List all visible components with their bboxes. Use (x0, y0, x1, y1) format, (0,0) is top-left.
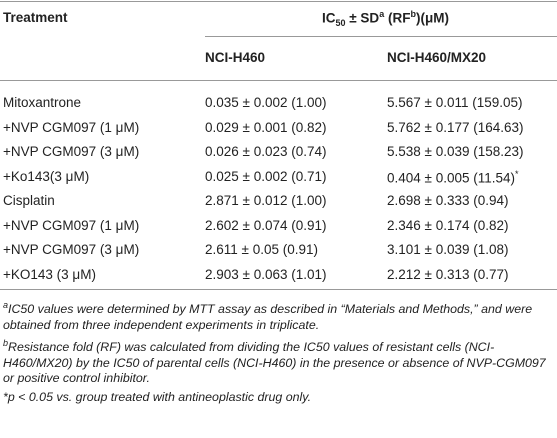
cell: 2.903 ± 0.063 (1.01) (205, 266, 327, 282)
significance-mark: * (515, 168, 519, 179)
cell: +NVP CGM097 (3 μM) (3, 144, 140, 159)
footnote-mark: b (3, 338, 9, 349)
cell: 2.212 ± 0.313 (0.77) (387, 266, 509, 282)
cell: +KO143 (3 μM) (3, 266, 96, 282)
rule (0, 289, 557, 290)
header-text: (RF (384, 10, 411, 26)
footnote-text: p < 0.05 vs. group treated with antineop… (7, 389, 312, 404)
footnote: aIC50 values were determined by MTT assa… (3, 298, 553, 333)
cell: 5.567 ± 0.011 (159.05) (387, 95, 523, 110)
cell: +Ko143(3 μM) (3, 168, 90, 184)
cell: 0.035 ± 0.002 (1.00) (205, 95, 327, 110)
header-cell: NCI-H460/MX20 (387, 50, 487, 65)
rule (0, 1, 557, 2)
header-text: b (410, 9, 416, 19)
footnote-text: Resistance fold (RF) was calculated from… (3, 340, 546, 386)
cell: 2.611 ± 0.05 (0.91) (205, 242, 318, 257)
header-text: )(μM) (415, 10, 449, 26)
header-group: IC50 ± SDa (RFb)(μM) (322, 9, 449, 28)
footnote-text: IC50 values were determined by MTT assay… (3, 302, 533, 332)
header-text: a (379, 9, 385, 19)
footnotes: aIC50 values were determined by MTT assa… (3, 298, 553, 408)
rule (0, 80, 557, 81)
cell: 0.025 ± 0.002 (0.71) (205, 168, 327, 184)
cell: 3.101 ± 0.039 (1.08) (387, 242, 509, 257)
cell: Cisplatin (3, 193, 55, 208)
header-text: IC (322, 10, 336, 26)
cell: 5.762 ± 0.177 (164.63) (387, 119, 524, 135)
cell: Mitoxantrone (3, 95, 82, 110)
cell: 0.029 ± 0.001 (0.82) (205, 119, 327, 135)
header-cell: NCI-H460 (205, 50, 266, 65)
cell: +NVP CGM097 (1 μM) (3, 119, 140, 135)
header-text: 50 (335, 18, 346, 29)
cell: 0.026 ± 0.023 (0.74) (205, 144, 327, 159)
footnote: *p < 0.05 vs. group treated with antineo… (3, 390, 553, 406)
cell: 0.404 ± 0.005 (11.54)* (387, 169, 519, 186)
cell: 2.346 ± 0.174 (0.82) (387, 217, 509, 233)
cell: 2.602 ± 0.074 (0.91) (205, 217, 327, 233)
header-cell: Treatment (3, 10, 68, 25)
header-text: ± SD (345, 10, 380, 26)
rule (205, 36, 557, 37)
footnote-mark: a (3, 300, 9, 310)
cell-text: 0.404 ± 0.005 (11.54) (387, 170, 515, 185)
cell: +NVP CGM097 (3 μM) (3, 242, 140, 257)
footnote: bResistance fold (RF) was calculated fro… (3, 336, 553, 387)
cell: 2.698 ± 0.333 (0.94) (387, 193, 509, 208)
cell: 2.871 ± 0.012 (1.00) (205, 193, 327, 208)
footnote-mark: * (3, 389, 8, 404)
cell: 5.538 ± 0.039 (158.23) (387, 144, 524, 159)
cell: +NVP CGM097 (1 μM) (3, 217, 140, 233)
